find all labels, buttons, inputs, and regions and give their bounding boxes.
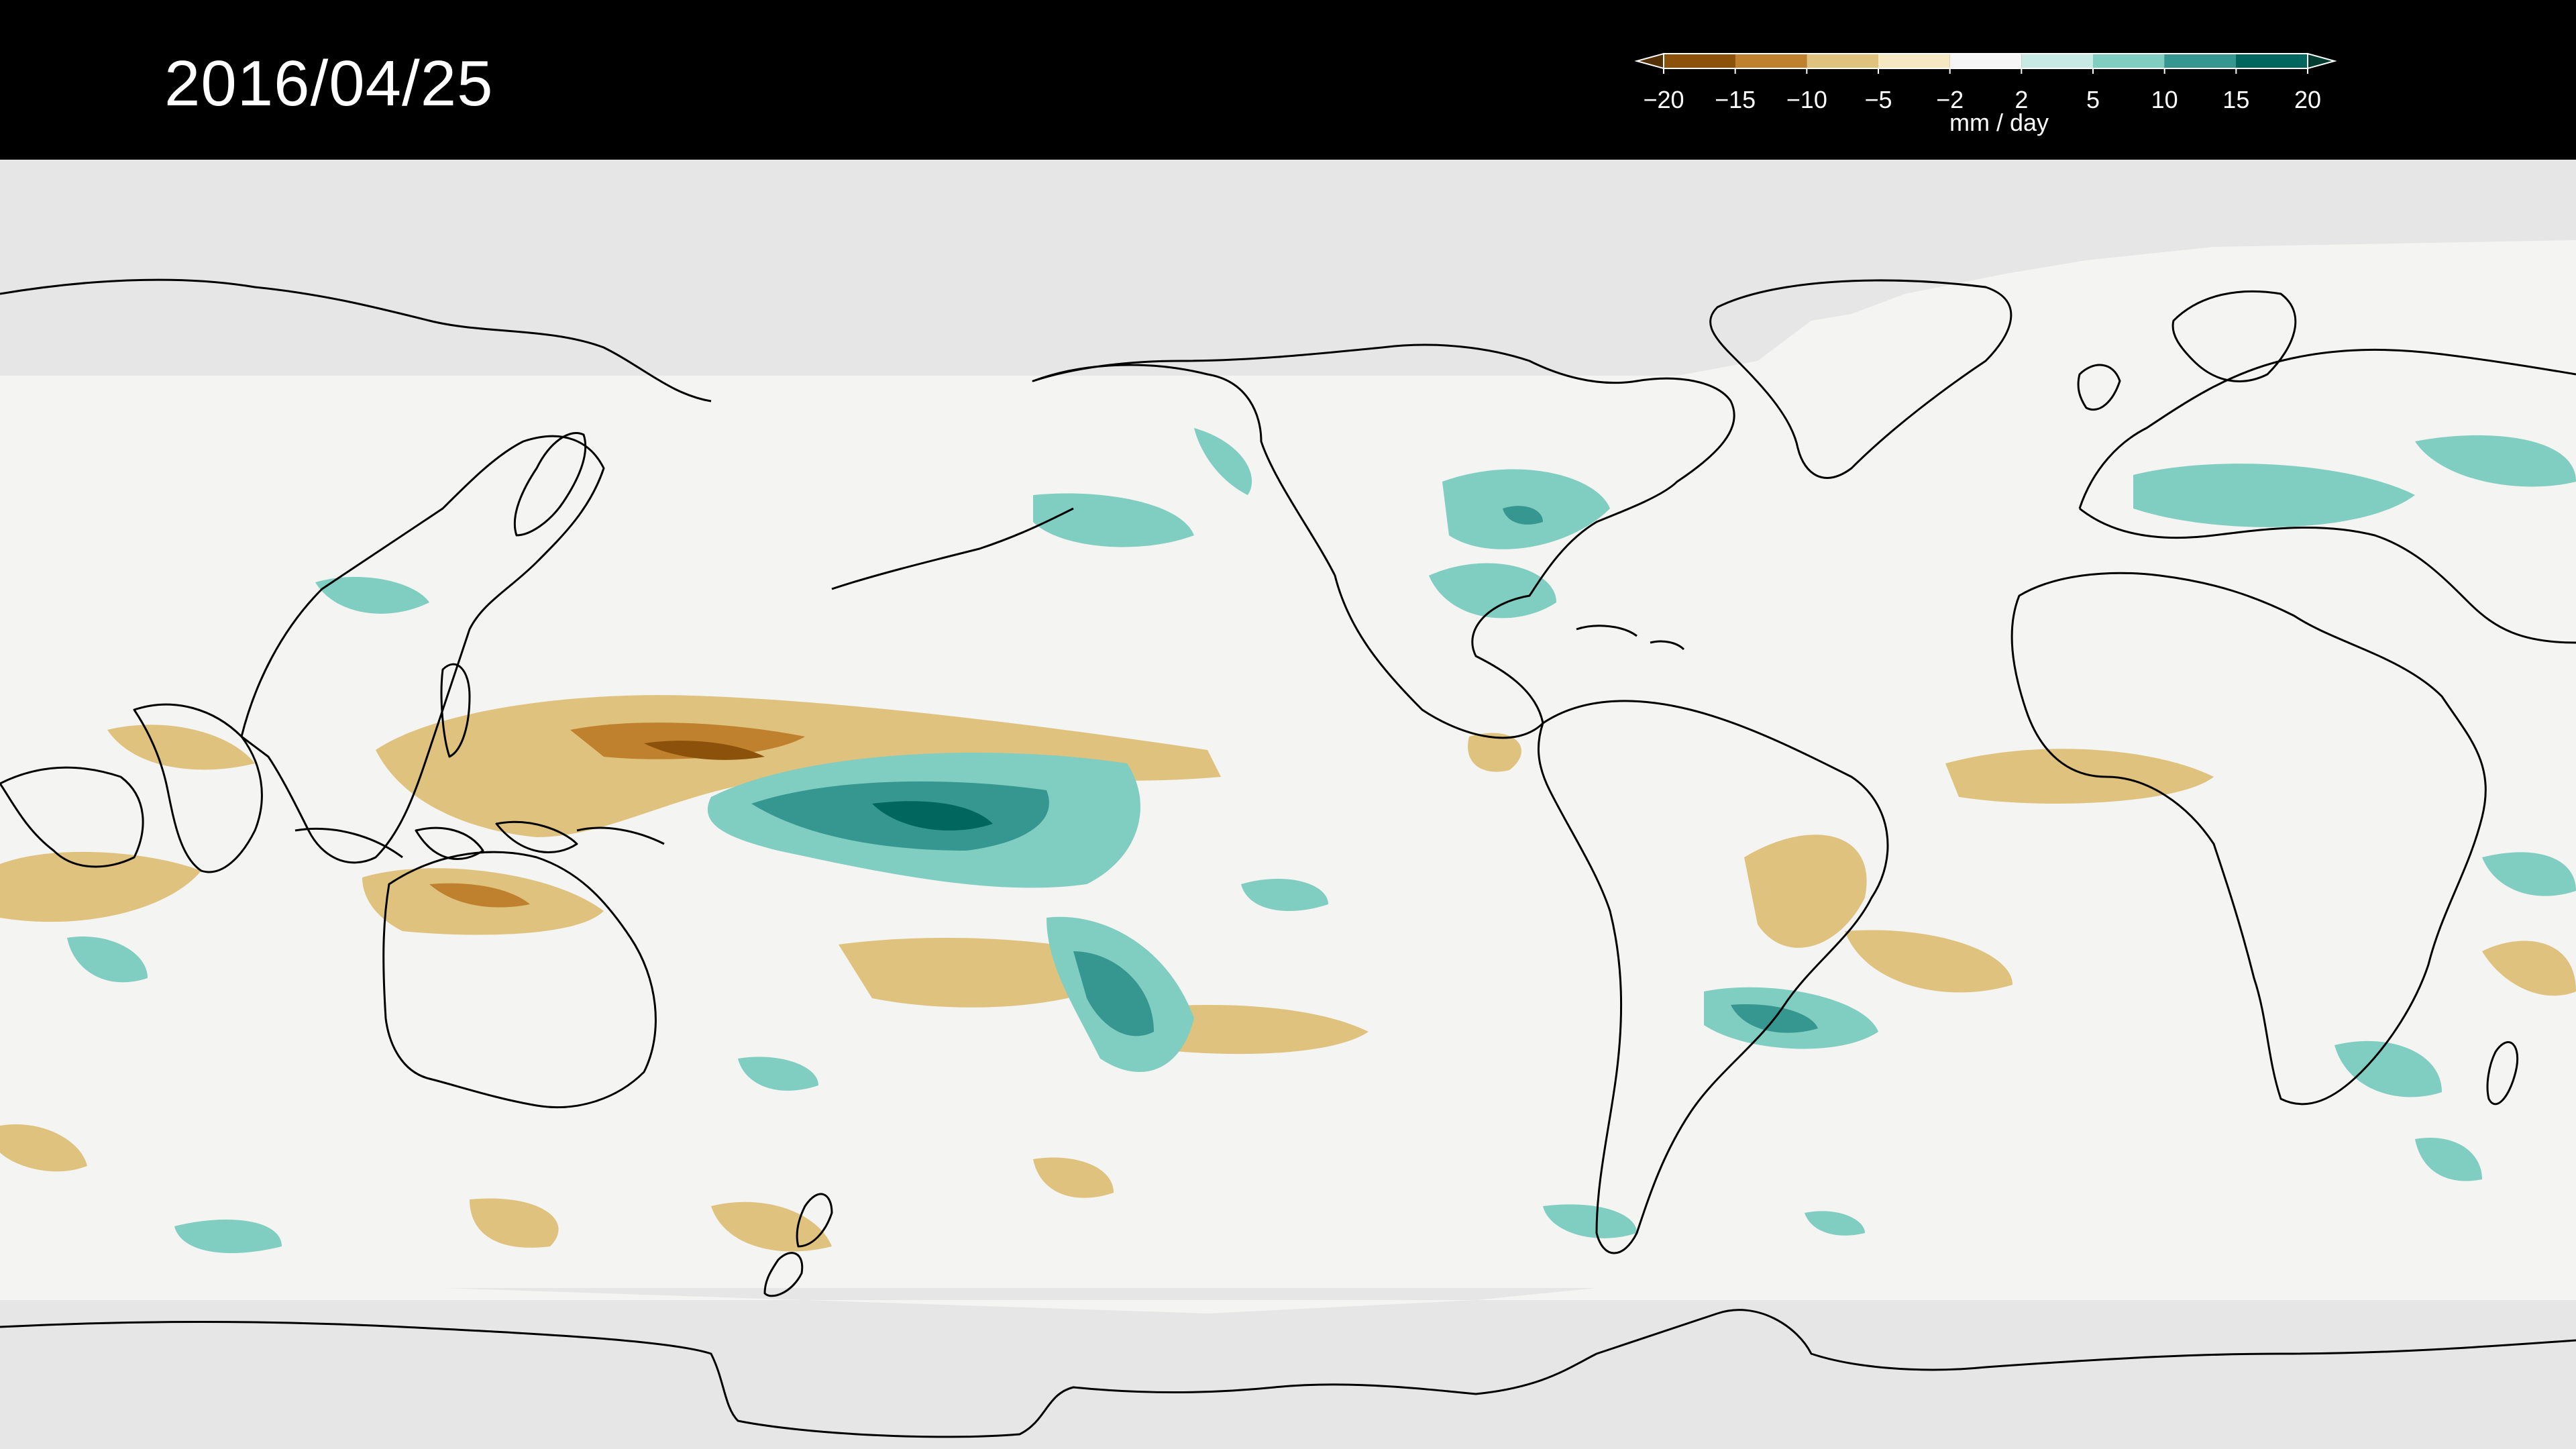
date-title: 2016/04/25 (164, 48, 494, 119)
colorbar-units: mm / day (1949, 109, 2049, 136)
colorbar-extend-low (1634, 52, 1664, 70)
data-coverage-edge-south (0, 1240, 2576, 1313)
colorbar-segment (2236, 54, 2308, 68)
wet-anomalies (67, 428, 2576, 1253)
colorbar-segment (2164, 54, 2237, 68)
colorbar (1634, 52, 2337, 74)
colorbar-tick-label: −5 (1864, 86, 1892, 113)
precipitation-anomaly-map (0, 160, 2576, 1449)
colorbar-segment (1664, 54, 1735, 68)
colorbar-tick-label: 5 (2086, 86, 2100, 113)
colorbar-legend: −20 −15 −10 −5 −2 2 5 10 15 20 mm / day (1623, 40, 2348, 141)
data-coverage-edge-north (1677, 240, 2576, 388)
dry-anomalies (0, 695, 2576, 1252)
colorbar-segment (1807, 54, 1878, 68)
header-bar: 2016/04/25 −20 −15 −10 −5 −2 2 5 10 15 20 mm / da… (0, 0, 2576, 160)
colorbar-tick-label: 15 (2222, 86, 2250, 113)
colorbar-segment (1949, 54, 2022, 68)
colorbar-tick-label: −20 (1643, 86, 1684, 113)
colorbar-tick-label: 2 (2015, 86, 2029, 113)
colorbar-segment (2021, 54, 2093, 68)
data-coverage-band (0, 376, 2576, 1288)
colorbar-extend-high (2307, 52, 2337, 70)
colorbar-segment (1878, 54, 1950, 68)
colorbar-tick-label: −2 (1936, 86, 1964, 113)
coastlines (0, 278, 2576, 1438)
world-map (0, 240, 2576, 1438)
colorbar-tick-label: −10 (1786, 86, 1827, 113)
colorbar-segment (1735, 54, 1807, 68)
colorbar-outline (1663, 53, 2308, 69)
colorbar-tick-label: 10 (2151, 86, 2178, 113)
colorbar-tick-label: −15 (1715, 86, 1756, 113)
colorbar-segment (2093, 54, 2165, 68)
colorbar-tick-label: 20 (2294, 86, 2322, 113)
